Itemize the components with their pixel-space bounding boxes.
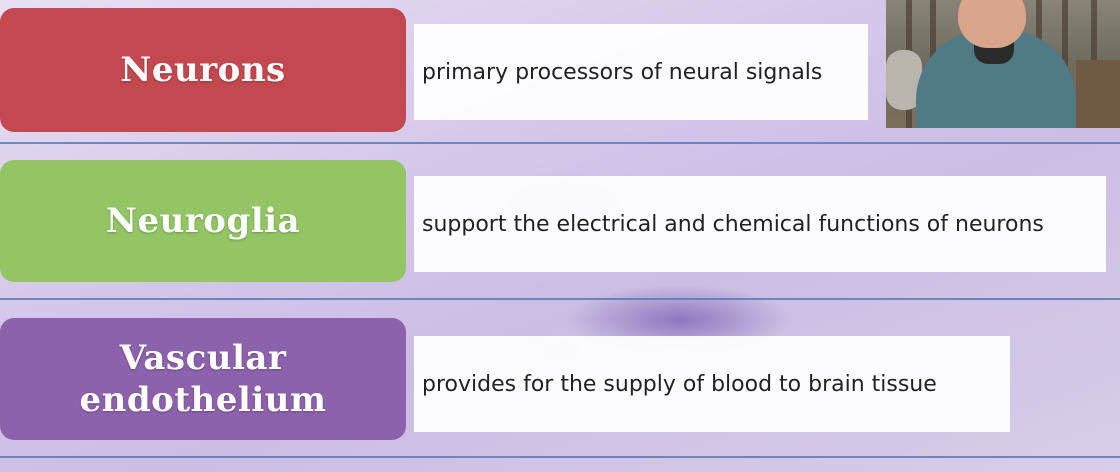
- term-label: Vascular endothelium: [79, 338, 327, 420]
- description-text: primary processors of neural signals: [422, 59, 823, 85]
- term-label: Neurons: [120, 50, 286, 90]
- term-box-neuroglia: Neuroglia: [0, 160, 406, 282]
- description-text: support the electrical and chemical func…: [422, 211, 1044, 237]
- term-box-neurons: Neurons: [0, 8, 406, 132]
- description-text: provides for the supply of blood to brai…: [422, 371, 937, 397]
- divider-line: [0, 456, 1120, 458]
- term-label: Neuroglia: [105, 201, 301, 241]
- divider-line: [0, 298, 1120, 300]
- description-box-vascular-endothelium: provides for the supply of blood to brai…: [414, 336, 1010, 432]
- description-box-neuroglia: support the electrical and chemical func…: [414, 176, 1106, 272]
- divider-line: [0, 142, 1120, 144]
- description-box-neurons: primary processors of neural signals: [414, 24, 868, 120]
- presenter-video: [886, 0, 1120, 128]
- term-box-vascular-endothelium: Vascular endothelium: [0, 318, 406, 440]
